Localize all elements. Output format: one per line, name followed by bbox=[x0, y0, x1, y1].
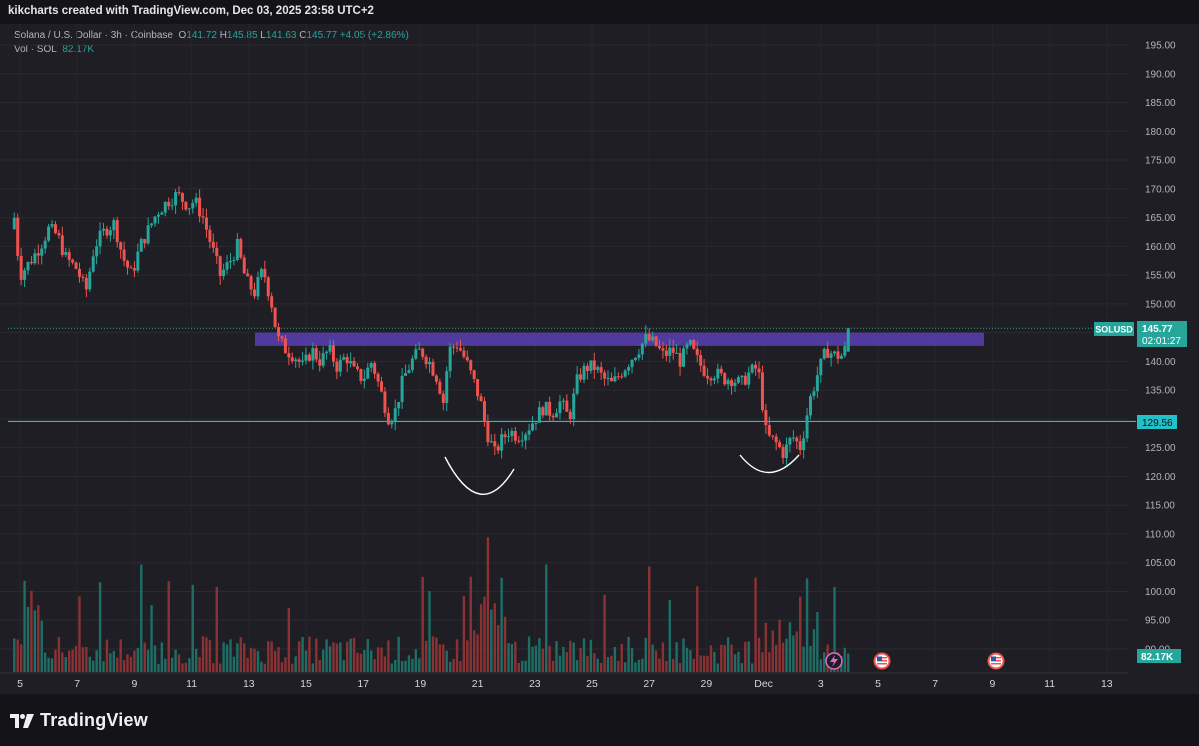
tradingview-logo-icon bbox=[10, 713, 34, 728]
tradingview-logo-text: TradingView bbox=[40, 710, 148, 730]
legend-volume-row: Vol · SOL 82.17K bbox=[14, 43, 409, 57]
legend-change: +4.05 (+2.86%) bbox=[339, 30, 409, 41]
chart-legend: Solana / U.S. Dollar · 3h · Coinbase O14… bbox=[14, 29, 409, 57]
legend-ohlc-row: Solana / U.S. Dollar · 3h · Coinbase O14… bbox=[14, 29, 409, 43]
legend-volume: 82.17K bbox=[62, 44, 95, 55]
legend-close-label: C bbox=[299, 30, 307, 41]
header-bar: kikcharts created with TradingView.com, … bbox=[0, 0, 1199, 24]
legend-open: 141.72 bbox=[186, 30, 217, 41]
legend-symbol: Solana / U.S. Dollar · 3h · Coinbase bbox=[14, 30, 173, 41]
legend-low: 141.63 bbox=[265, 30, 297, 41]
header-title: kikcharts created with TradingView.com, … bbox=[8, 5, 374, 17]
legend-close: 145.77 bbox=[306, 30, 338, 41]
legend-volume-label: Vol · SOL bbox=[14, 44, 57, 55]
tradingview-logo[interactable]: TradingView bbox=[10, 710, 148, 731]
footer-bar bbox=[0, 694, 1199, 746]
legend-high-label: H bbox=[219, 30, 227, 41]
legend-open-label: O bbox=[178, 30, 187, 41]
legend-high: 145.85 bbox=[226, 30, 258, 41]
chart-area[interactable] bbox=[0, 24, 1199, 694]
legend-low-label: L bbox=[260, 30, 266, 41]
